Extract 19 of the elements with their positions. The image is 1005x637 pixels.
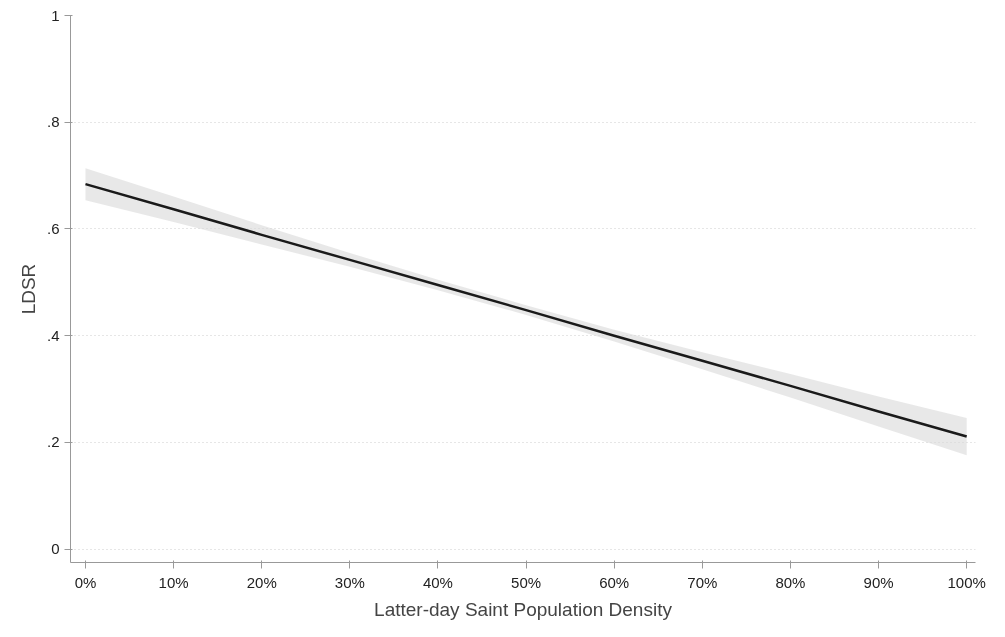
x-tick-label: 80% (775, 573, 806, 591)
x-axis-title: Latter-day Saint Population Density (374, 598, 673, 620)
y-tick-label: 1 (51, 6, 60, 24)
x-tick-label: 50% (511, 573, 542, 591)
x-tick-label: 30% (334, 573, 365, 591)
y-tick-label: .8 (46, 113, 60, 131)
y-tick-label: .6 (46, 219, 60, 237)
x-tick-label: 70% (687, 573, 718, 591)
x-tick-label: 60% (599, 573, 630, 591)
y-axis-title: LDSR (17, 263, 39, 315)
x-tick-label: 90% (863, 573, 894, 591)
y-tick-label: .2 (46, 433, 60, 451)
x-tick-label: 20% (246, 573, 277, 591)
x-tick-label: 40% (422, 573, 453, 591)
x-tick-label: 0% (74, 573, 97, 591)
y-tick-label: .4 (46, 326, 60, 344)
x-tick-label: 10% (158, 573, 189, 591)
x-tick-label: 100% (947, 573, 986, 591)
y-tick-label: 0 (51, 540, 60, 558)
